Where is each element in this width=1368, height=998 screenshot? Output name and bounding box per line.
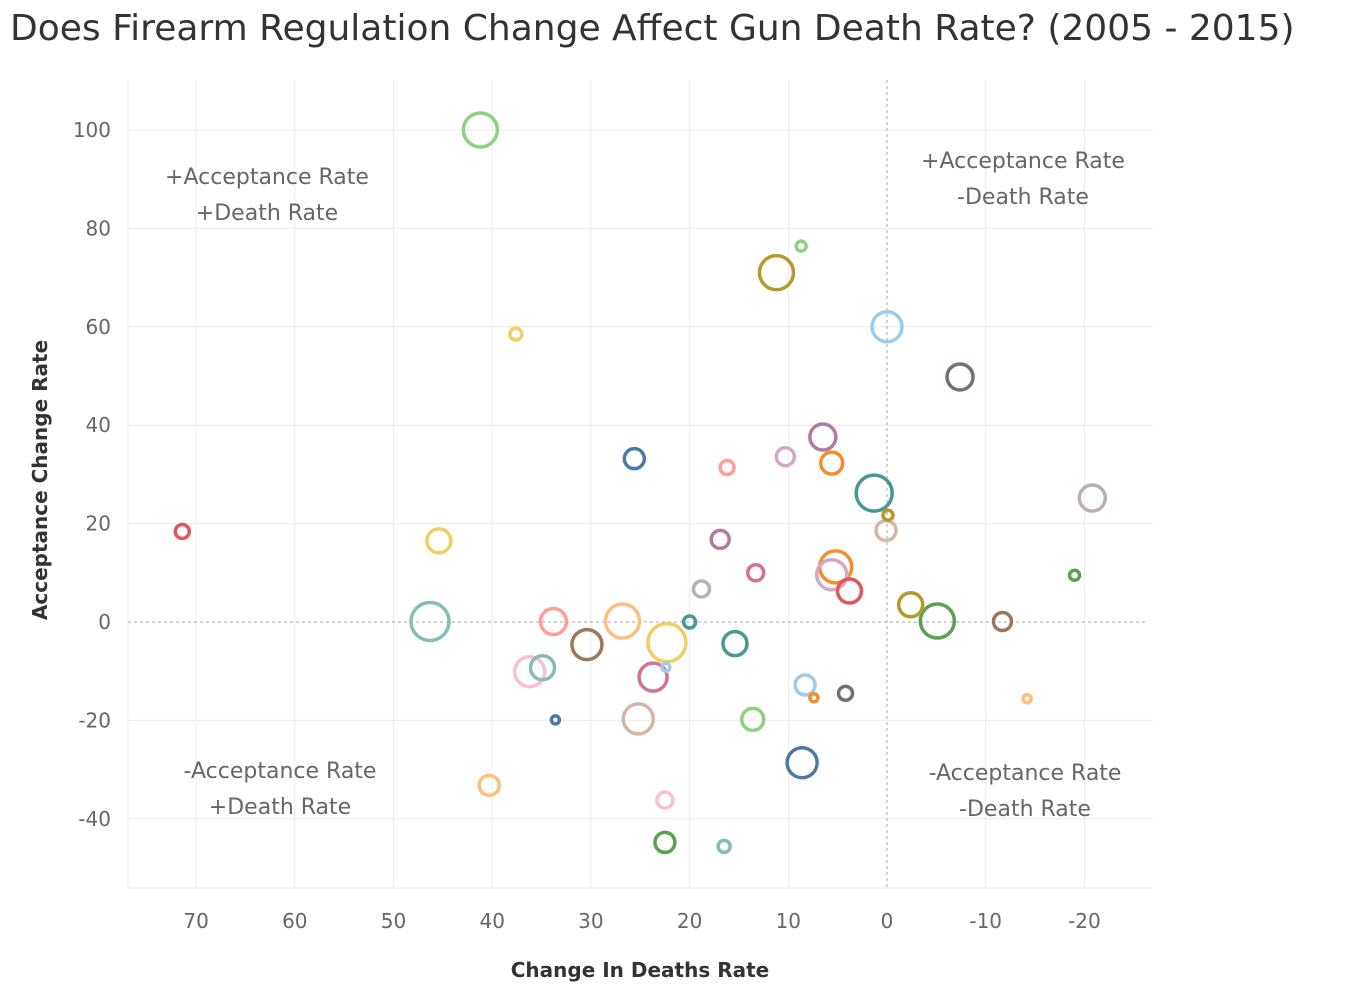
y-tick-label: 40	[86, 413, 111, 437]
quadrant-label-line: +Acceptance Rate	[165, 165, 369, 190]
x-tick-label: 50	[381, 909, 406, 933]
data-point	[835, 577, 864, 605]
x-tick-label: 10	[776, 909, 801, 933]
data-point	[991, 610, 1014, 633]
data-point	[945, 362, 975, 392]
data-point	[854, 473, 894, 513]
data-point	[653, 830, 677, 855]
data-point	[740, 706, 766, 733]
data-point	[512, 654, 547, 689]
quadrant-label-line: -Death Rate	[959, 797, 1091, 822]
data-point	[655, 790, 675, 810]
data-point	[718, 458, 736, 477]
data-point	[538, 606, 569, 637]
data-points	[173, 111, 1108, 855]
quadrant-labels: +Acceptance Rate+Death Rate+Acceptance R…	[165, 149, 1125, 822]
data-point	[461, 111, 500, 149]
data-point	[660, 661, 672, 674]
data-point	[409, 600, 451, 643]
quadrant-label-bottom-right: -Acceptance Rate -Death Rate	[929, 761, 1122, 822]
data-point	[721, 629, 749, 658]
x-tick-label: 40	[479, 909, 504, 933]
data-point	[1021, 693, 1033, 705]
data-point	[549, 714, 562, 726]
data-point	[709, 528, 731, 551]
quadrant-label-line: -Acceptance Rate	[184, 759, 377, 784]
data-point	[528, 654, 557, 682]
data-point	[785, 745, 819, 780]
quadrant-label-bottom-left: -Acceptance Rate +Death Rate	[184, 759, 377, 820]
grid-layer	[127, 80, 1153, 889]
data-point	[793, 673, 817, 697]
chart-title: Does Firearm Regulation Change Affect Gu…	[10, 8, 1295, 49]
data-point	[808, 692, 820, 704]
y-tick-label: -40	[78, 807, 111, 831]
data-point	[1077, 483, 1108, 513]
quadrant-label-line: -Acceptance Rate	[929, 761, 1122, 786]
data-point	[603, 602, 642, 640]
y-tick-label: 0	[98, 610, 111, 634]
data-point	[870, 310, 904, 344]
data-point	[646, 621, 688, 664]
data-point	[745, 563, 766, 583]
data-point	[757, 253, 796, 292]
data-point	[1067, 568, 1082, 583]
x-tick-label: 70	[183, 909, 208, 933]
data-point	[808, 422, 838, 452]
quadrant-label-line: +Death Rate	[196, 201, 338, 226]
data-point	[173, 522, 192, 541]
y-axis-title: Acceptance Change Rate	[28, 340, 52, 620]
data-point	[774, 445, 797, 468]
data-point	[425, 527, 453, 555]
y-tick-label: 80	[86, 216, 111, 240]
y-tick-label: 60	[86, 315, 111, 339]
data-point	[622, 446, 647, 471]
data-point	[896, 591, 925, 619]
x-tick-label: -20	[1068, 909, 1101, 933]
data-point	[508, 326, 524, 342]
data-point	[814, 558, 849, 592]
data-point	[794, 239, 808, 253]
quadrant-label-top-right: +Acceptance Rate -Death Rate	[921, 149, 1125, 210]
data-point	[637, 661, 669, 693]
data-point	[570, 627, 604, 662]
x-tick-label: 20	[677, 909, 702, 933]
y-tick-label: 100	[73, 118, 111, 142]
quadrant-label-line: +Death Rate	[209, 795, 351, 820]
quadrant-label-line: +Acceptance Rate	[921, 149, 1125, 174]
data-point	[621, 702, 656, 736]
y-tick-label: 20	[86, 512, 111, 536]
data-point	[681, 614, 698, 630]
data-point	[691, 579, 712, 599]
data-point	[477, 773, 501, 798]
data-point	[881, 508, 895, 522]
quadrant-label-line: -Death Rate	[957, 185, 1089, 210]
x-tick-label: -10	[969, 909, 1002, 933]
x-tick-label: 60	[282, 909, 307, 933]
x-tick-label: 0	[881, 909, 894, 933]
data-point	[836, 684, 855, 703]
quadrant-label-top-left: +Acceptance Rate +Death Rate	[165, 165, 369, 226]
x-axis-title: Change In Deaths Rate	[511, 958, 770, 982]
x-tick-label: 30	[578, 909, 603, 933]
y-tick-label: -20	[78, 708, 111, 732]
data-point	[918, 602, 957, 640]
data-point	[716, 838, 732, 855]
data-point	[818, 450, 845, 476]
